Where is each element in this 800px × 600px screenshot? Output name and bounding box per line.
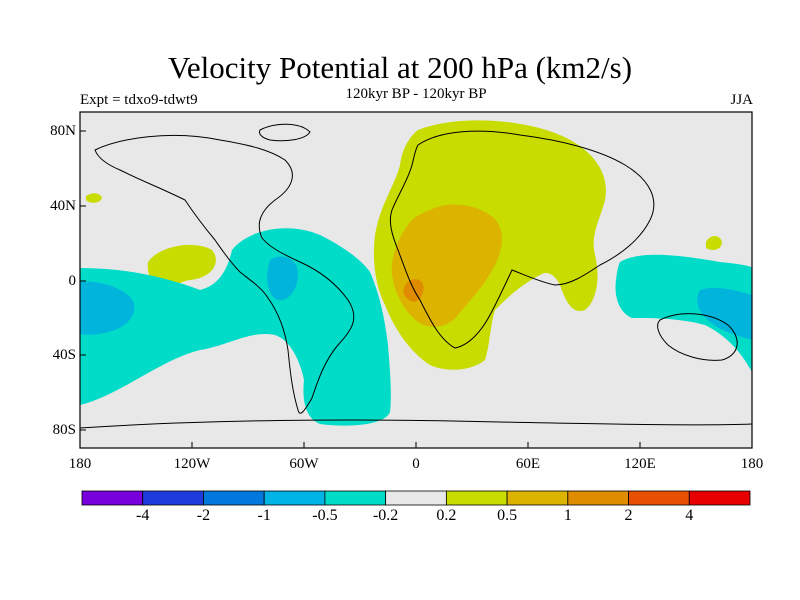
colorbar-swatch — [142, 490, 204, 506]
negative-0-5-region-east — [697, 287, 752, 340]
positive-region-small-east — [706, 236, 722, 250]
lat-label-40n: 40N — [50, 198, 76, 214]
lon-label-180e: 180 — [740, 456, 764, 472]
lat-label-80s: 80S — [52, 422, 76, 438]
colorbar-swatch — [324, 490, 387, 506]
colorbar-label: 1 — [563, 507, 572, 524]
chart-title: Velocity Potential at 200 hPa (km2/s) — [167, 50, 633, 85]
colorbar-label: -0.2 — [372, 507, 399, 524]
lon-label-60e: 60E — [515, 456, 541, 472]
negative-region-americas — [80, 228, 391, 426]
colorbar-label: -4 — [136, 507, 150, 524]
coastlines — [79, 123, 753, 429]
experiment-label: Expt = tdxo9-tdwt9 — [80, 92, 198, 108]
colorbar-label: -0.5 — [312, 507, 338, 524]
subtitle-label: 120kyr BP - 120kyr BP — [345, 86, 487, 102]
lon-label-120e: 120E — [624, 456, 656, 472]
negative-0-5-region-pacific — [80, 281, 135, 335]
positive-region-small-atlantic — [86, 193, 102, 203]
colorbar-label: 0.2 — [436, 507, 457, 524]
lat-label-40s: 40S — [52, 347, 76, 363]
lon-label-60w: 60W — [289, 456, 319, 472]
season-label: JJA — [730, 92, 753, 108]
lat-label-80n: 80N — [50, 123, 76, 139]
lon-label-120w: 120W — [173, 456, 211, 472]
colorbar-swatch — [688, 490, 751, 506]
colorbar-swatch — [263, 490, 326, 506]
colorbar-swatch — [628, 490, 690, 506]
colorbar-label: 4 — [685, 507, 694, 524]
colorbar-swatch — [203, 490, 265, 506]
colorbar-swatch — [567, 490, 629, 506]
positive-1-region — [403, 279, 424, 302]
axis-ticks — [80, 130, 641, 448]
map-panel — [79, 111, 753, 449]
colorbar-swatch — [385, 490, 447, 506]
colorbar-swatch — [506, 490, 569, 506]
lon-label-180w: 180 — [68, 456, 92, 472]
colorbar-label: -1 — [257, 507, 271, 524]
lon-label-0: 0 — [412, 456, 420, 472]
colorbar — [81, 490, 751, 506]
colorbar-swatch — [445, 490, 508, 506]
lat-label-0: 0 — [68, 273, 77, 289]
colorbar-label: -2 — [196, 507, 211, 524]
colorbar-label: 0.5 — [497, 507, 518, 524]
negative-0-5-region-sa — [267, 256, 298, 301]
colorbar-swatch — [81, 490, 144, 506]
colorbar-label: 2 — [624, 507, 633, 524]
